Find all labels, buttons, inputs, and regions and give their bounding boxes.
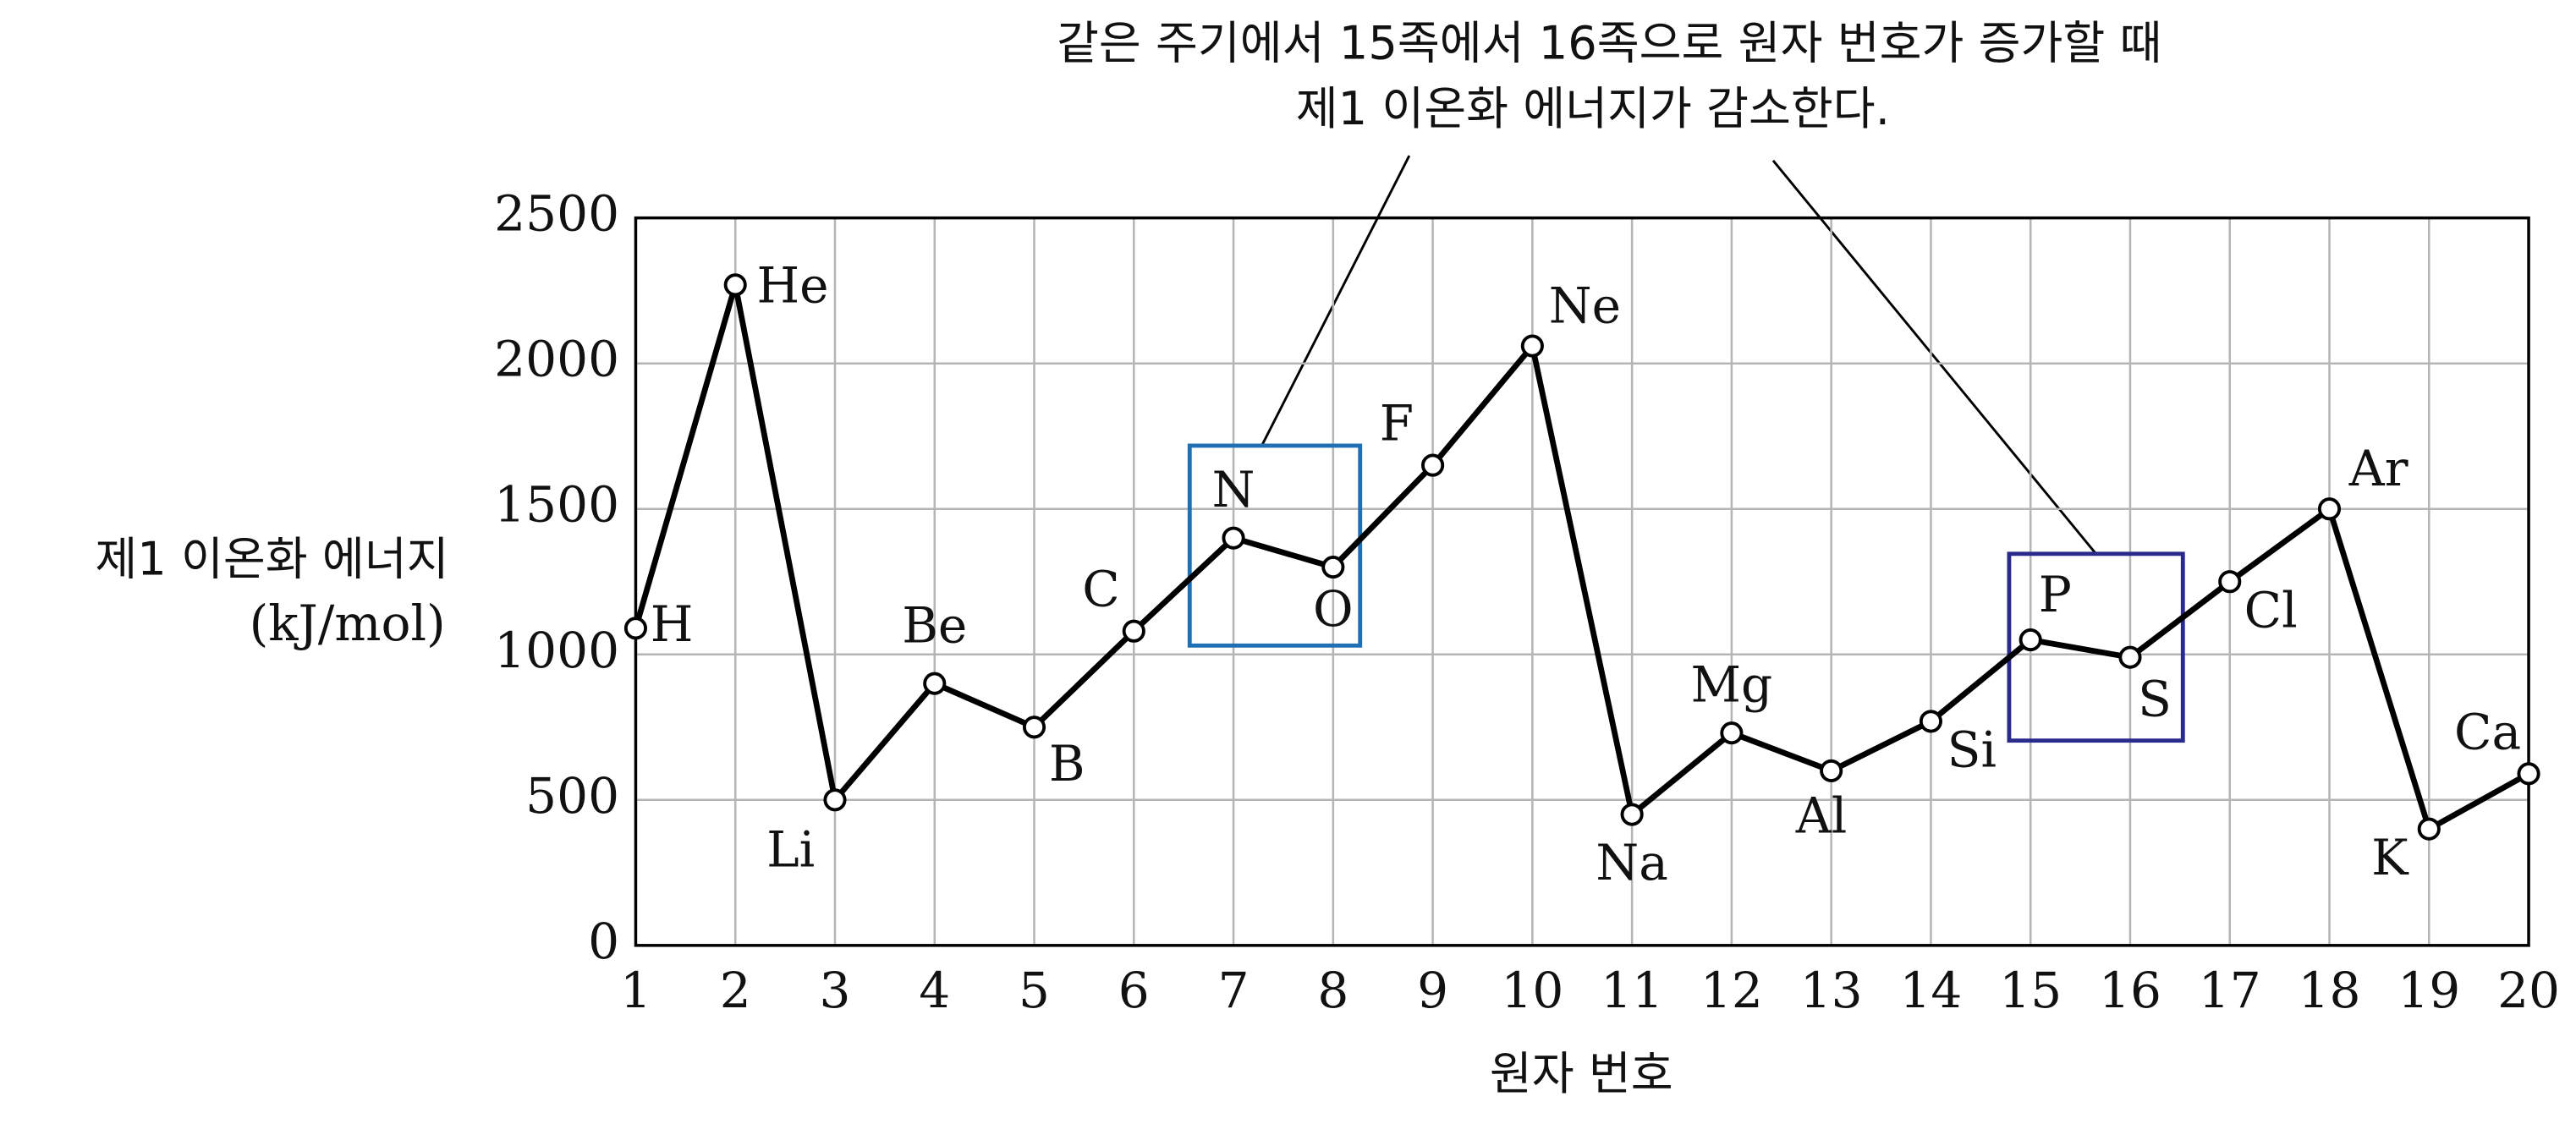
data-point (2417, 817, 2441, 841)
data-point (1620, 803, 1644, 826)
x-tick-label: 4 (919, 962, 950, 1019)
x-tick-label: 2 (720, 962, 751, 1019)
point-label: Ne (1549, 277, 1621, 334)
point-label: Mg (1691, 655, 1773, 713)
x-tick-label: 11 (1601, 962, 1663, 1019)
x-tick-label: 5 (1019, 962, 1050, 1019)
data-line (633, 283, 2530, 834)
data-point (1720, 721, 1744, 745)
x-tick-label: 8 (1317, 962, 1348, 1019)
data-point (1222, 526, 1245, 550)
point-label: Si (1947, 721, 1997, 779)
x-tick-label: 17 (2199, 962, 2261, 1019)
x-tick-label: 1 (620, 962, 651, 1019)
x-tick-label: 20 (2497, 962, 2560, 1019)
x-tick-label: 19 (2397, 962, 2460, 1019)
x-tick-label: 10 (1501, 962, 1563, 1019)
data-point (2218, 570, 2242, 594)
point-label: Al (1795, 787, 1848, 845)
data-point (2517, 762, 2540, 786)
x-tick-label: 9 (1417, 962, 1448, 1019)
x-tick-label: 6 (1118, 962, 1150, 1019)
y-tick-label: 2000 (494, 331, 619, 388)
point-label: F (1380, 395, 1414, 452)
y-tick-label: 2500 (494, 185, 619, 243)
y-tick-label: 0 (588, 913, 619, 970)
annotation-leader (1771, 159, 2097, 555)
point-label: Ca (2454, 703, 2521, 760)
data-point (723, 273, 747, 297)
y-tick-label: 1500 (494, 476, 619, 534)
point-label: Cl (2244, 582, 2298, 639)
y-tick-label: 500 (525, 767, 619, 825)
x-tick-label: 16 (2099, 962, 2161, 1019)
data-point (1022, 716, 1046, 739)
x-tick-label: 18 (2299, 962, 2361, 1019)
y-axis-label: (kJ/mol) (250, 595, 446, 652)
point-label: C (1082, 561, 1119, 618)
data-point (1122, 619, 1145, 643)
plot-frame (634, 216, 2530, 947)
x-axis-label: 원자 번호 (1490, 1047, 1673, 1100)
data-point (1820, 759, 1843, 782)
y-tick-label: 1000 (494, 622, 619, 679)
point-label: Li (766, 821, 815, 879)
x-tick-label: 12 (1700, 962, 1763, 1019)
point-label: Na (1596, 834, 1668, 891)
point-label: O (1313, 580, 1354, 638)
point-label: K (2371, 829, 2409, 886)
point-label: H (651, 595, 694, 653)
data-point (1321, 555, 1345, 579)
data-point (623, 617, 648, 640)
x-tick-label: 13 (1800, 962, 1863, 1019)
y-axis-label: 제1 이온화 에너지 (95, 533, 448, 586)
point-label: P (2039, 566, 2072, 623)
point-label: Be (902, 596, 967, 654)
annotation-line: 제1 이온화 에너지가 감소한다. (1296, 82, 1890, 135)
data-point (1919, 710, 1942, 733)
data-point (2019, 628, 2042, 652)
data-point (1520, 334, 1544, 358)
annotation-line: 같은 주기에서 15족에서 16족으로 원자 번호가 증가할 때 (1057, 16, 2162, 69)
point-label: Ar (2348, 440, 2408, 497)
data-point (2317, 497, 2342, 521)
point-label: N (1212, 461, 1255, 518)
x-tick-label: 7 (1218, 962, 1250, 1019)
annotation-leader (1261, 155, 1411, 447)
x-tick-label: 3 (819, 962, 850, 1019)
point-label: He (756, 257, 828, 315)
x-tick-label: 15 (1999, 962, 2062, 1019)
highlight-box (2007, 551, 2185, 743)
point-label: S (2138, 670, 2172, 727)
point-label: B (1049, 735, 1085, 792)
data-point (823, 788, 847, 812)
data-point (2118, 645, 2142, 669)
data-point (923, 672, 947, 695)
x-tick-label: 14 (1899, 962, 1962, 1019)
data-point (1421, 453, 1445, 477)
highlight-box (1187, 443, 1363, 648)
